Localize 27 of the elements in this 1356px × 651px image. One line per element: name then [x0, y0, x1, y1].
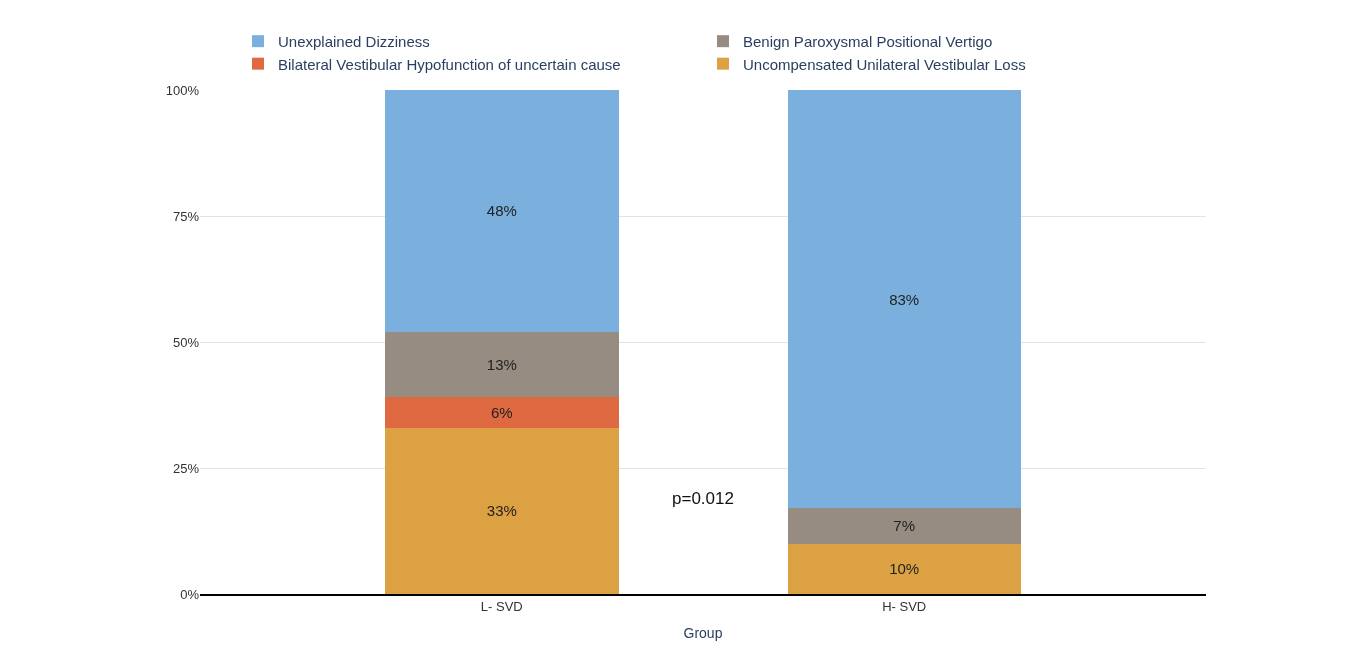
data-label: 83% — [889, 290, 920, 308]
y-tick-label: 50% — [172, 334, 200, 350]
bar — [787, 90, 1021, 509]
legend-label: Uncompensated Unilateral Vestibular Loss — [743, 55, 1026, 73]
annotation: p=0.012 — [672, 489, 734, 508]
bar — [787, 543, 1021, 594]
data-label: 7% — [893, 517, 916, 535]
bar — [385, 397, 619, 428]
legend-label: Unexplained Dizziness — [278, 33, 430, 51]
bar — [787, 508, 1021, 544]
legend-label: Benign Paroxysmal Positional Vertigo — [743, 33, 993, 51]
y-tick-label: 25% — [172, 460, 200, 476]
x-tick-label: H- SVD — [882, 599, 927, 615]
data-label: 10% — [889, 560, 920, 578]
y-tick-label: 75% — [172, 208, 200, 224]
bar — [385, 331, 619, 398]
y-tick-label: 100% — [165, 82, 200, 98]
data-label: 33% — [486, 502, 517, 520]
y-tick-label: 0% — [180, 586, 200, 602]
x-axis-title: Group — [683, 625, 723, 642]
data-label: 6% — [490, 404, 513, 422]
bar — [385, 90, 619, 332]
data-label: 48% — [486, 202, 517, 220]
data-label: 13% — [486, 356, 517, 374]
bar — [385, 427, 619, 594]
x-tick-label: L- SVD — [480, 599, 523, 615]
legend-label: Bilateral Vestibular Hypofunction of uncertain cause — [278, 55, 621, 73]
